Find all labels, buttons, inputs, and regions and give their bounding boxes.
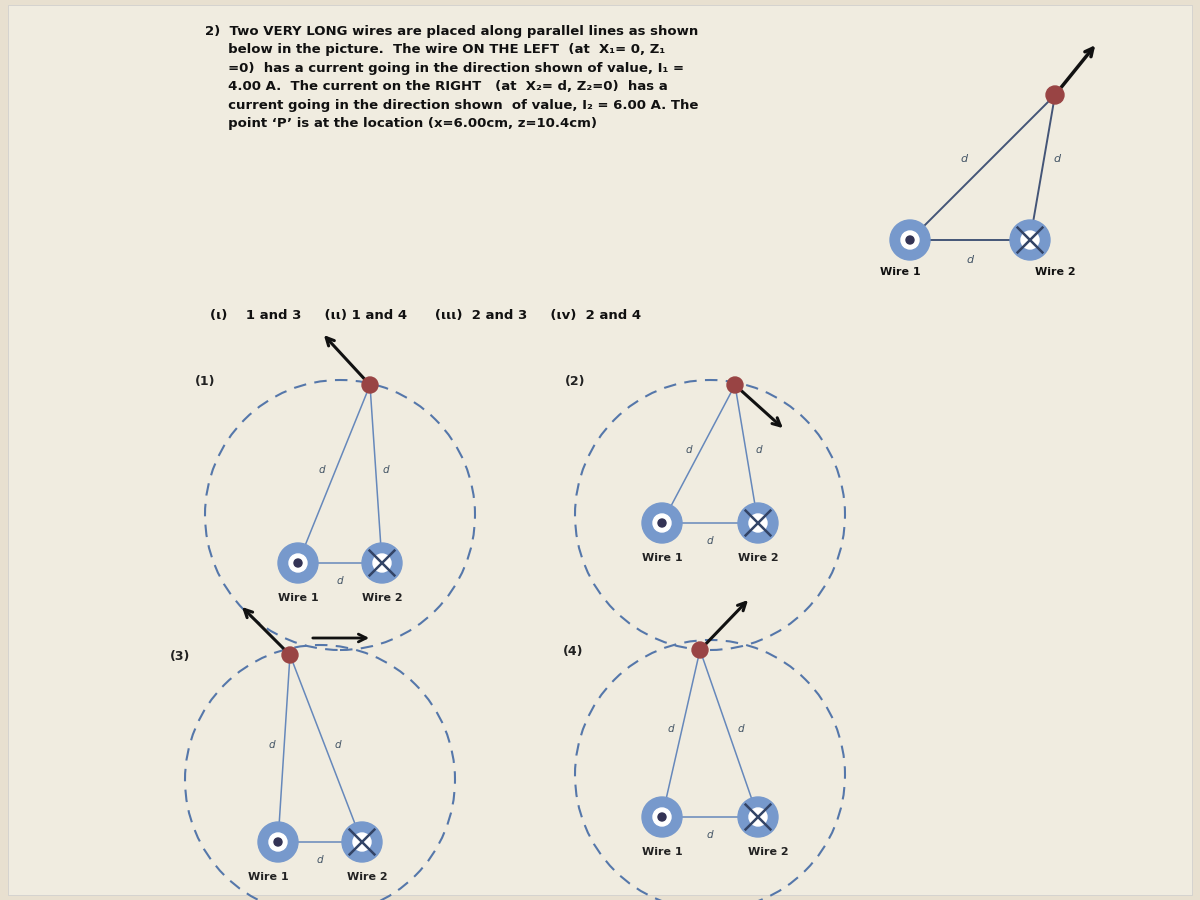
Circle shape [1010, 220, 1050, 260]
Circle shape [749, 514, 767, 532]
Circle shape [901, 231, 919, 249]
Circle shape [738, 797, 778, 837]
Text: d: d [383, 465, 389, 475]
Circle shape [362, 377, 378, 393]
Circle shape [373, 554, 391, 572]
FancyBboxPatch shape [8, 5, 1192, 895]
Text: d: d [335, 740, 341, 750]
Text: d: d [337, 576, 343, 586]
Text: d: d [707, 536, 713, 546]
Text: Wire 2: Wire 2 [347, 872, 388, 882]
Circle shape [282, 647, 298, 663]
Text: d: d [269, 740, 275, 750]
Circle shape [362, 543, 402, 583]
Circle shape [653, 514, 671, 532]
Circle shape [692, 642, 708, 658]
Circle shape [642, 797, 682, 837]
Circle shape [653, 808, 671, 826]
Text: d: d [966, 255, 973, 265]
Circle shape [658, 813, 666, 821]
Text: (1): (1) [194, 375, 216, 388]
Text: Wire 2: Wire 2 [738, 553, 779, 563]
Text: Wire 1: Wire 1 [277, 593, 318, 603]
Text: 2)  Two VERY LONG wires are placed along parallel lines as shown
     below in t: 2) Two VERY LONG wires are placed along … [205, 25, 698, 130]
Circle shape [269, 833, 287, 851]
Text: Wire 2: Wire 2 [361, 593, 402, 603]
Circle shape [353, 833, 371, 851]
Text: d: d [667, 724, 674, 734]
Circle shape [727, 377, 743, 393]
Text: (3): (3) [170, 650, 191, 663]
Text: Wire 1: Wire 1 [642, 553, 683, 563]
Text: d: d [707, 830, 713, 840]
Circle shape [258, 822, 298, 862]
Circle shape [738, 503, 778, 543]
Text: (4): (4) [563, 645, 583, 658]
Circle shape [294, 559, 302, 567]
Circle shape [642, 503, 682, 543]
Circle shape [274, 838, 282, 846]
Text: d: d [755, 445, 762, 455]
Text: d: d [961, 155, 968, 165]
Text: Wire 1: Wire 1 [642, 847, 683, 857]
Text: d: d [317, 855, 323, 865]
Circle shape [890, 220, 930, 260]
Text: d: d [685, 445, 692, 455]
Circle shape [289, 554, 307, 572]
Text: Wire 2: Wire 2 [748, 847, 788, 857]
Circle shape [906, 236, 914, 244]
Circle shape [342, 822, 382, 862]
Text: (2): (2) [565, 375, 586, 388]
Text: (ι)    1 and 3     (ιι) 1 and 4      (ιιι)  2 and 3     (ιv)  2 and 4: (ι) 1 and 3 (ιι) 1 and 4 (ιιι) 2 and 3 (… [210, 309, 641, 321]
Circle shape [1046, 86, 1064, 104]
Text: Wire 1: Wire 1 [880, 267, 920, 277]
Circle shape [278, 543, 318, 583]
Circle shape [658, 519, 666, 527]
Text: d: d [319, 465, 325, 475]
Text: Wire 1: Wire 1 [247, 872, 288, 882]
Circle shape [1021, 231, 1039, 249]
Text: Wire 2: Wire 2 [1034, 267, 1075, 277]
Text: d: d [738, 724, 744, 734]
Text: d: d [1054, 155, 1061, 165]
Circle shape [749, 808, 767, 826]
